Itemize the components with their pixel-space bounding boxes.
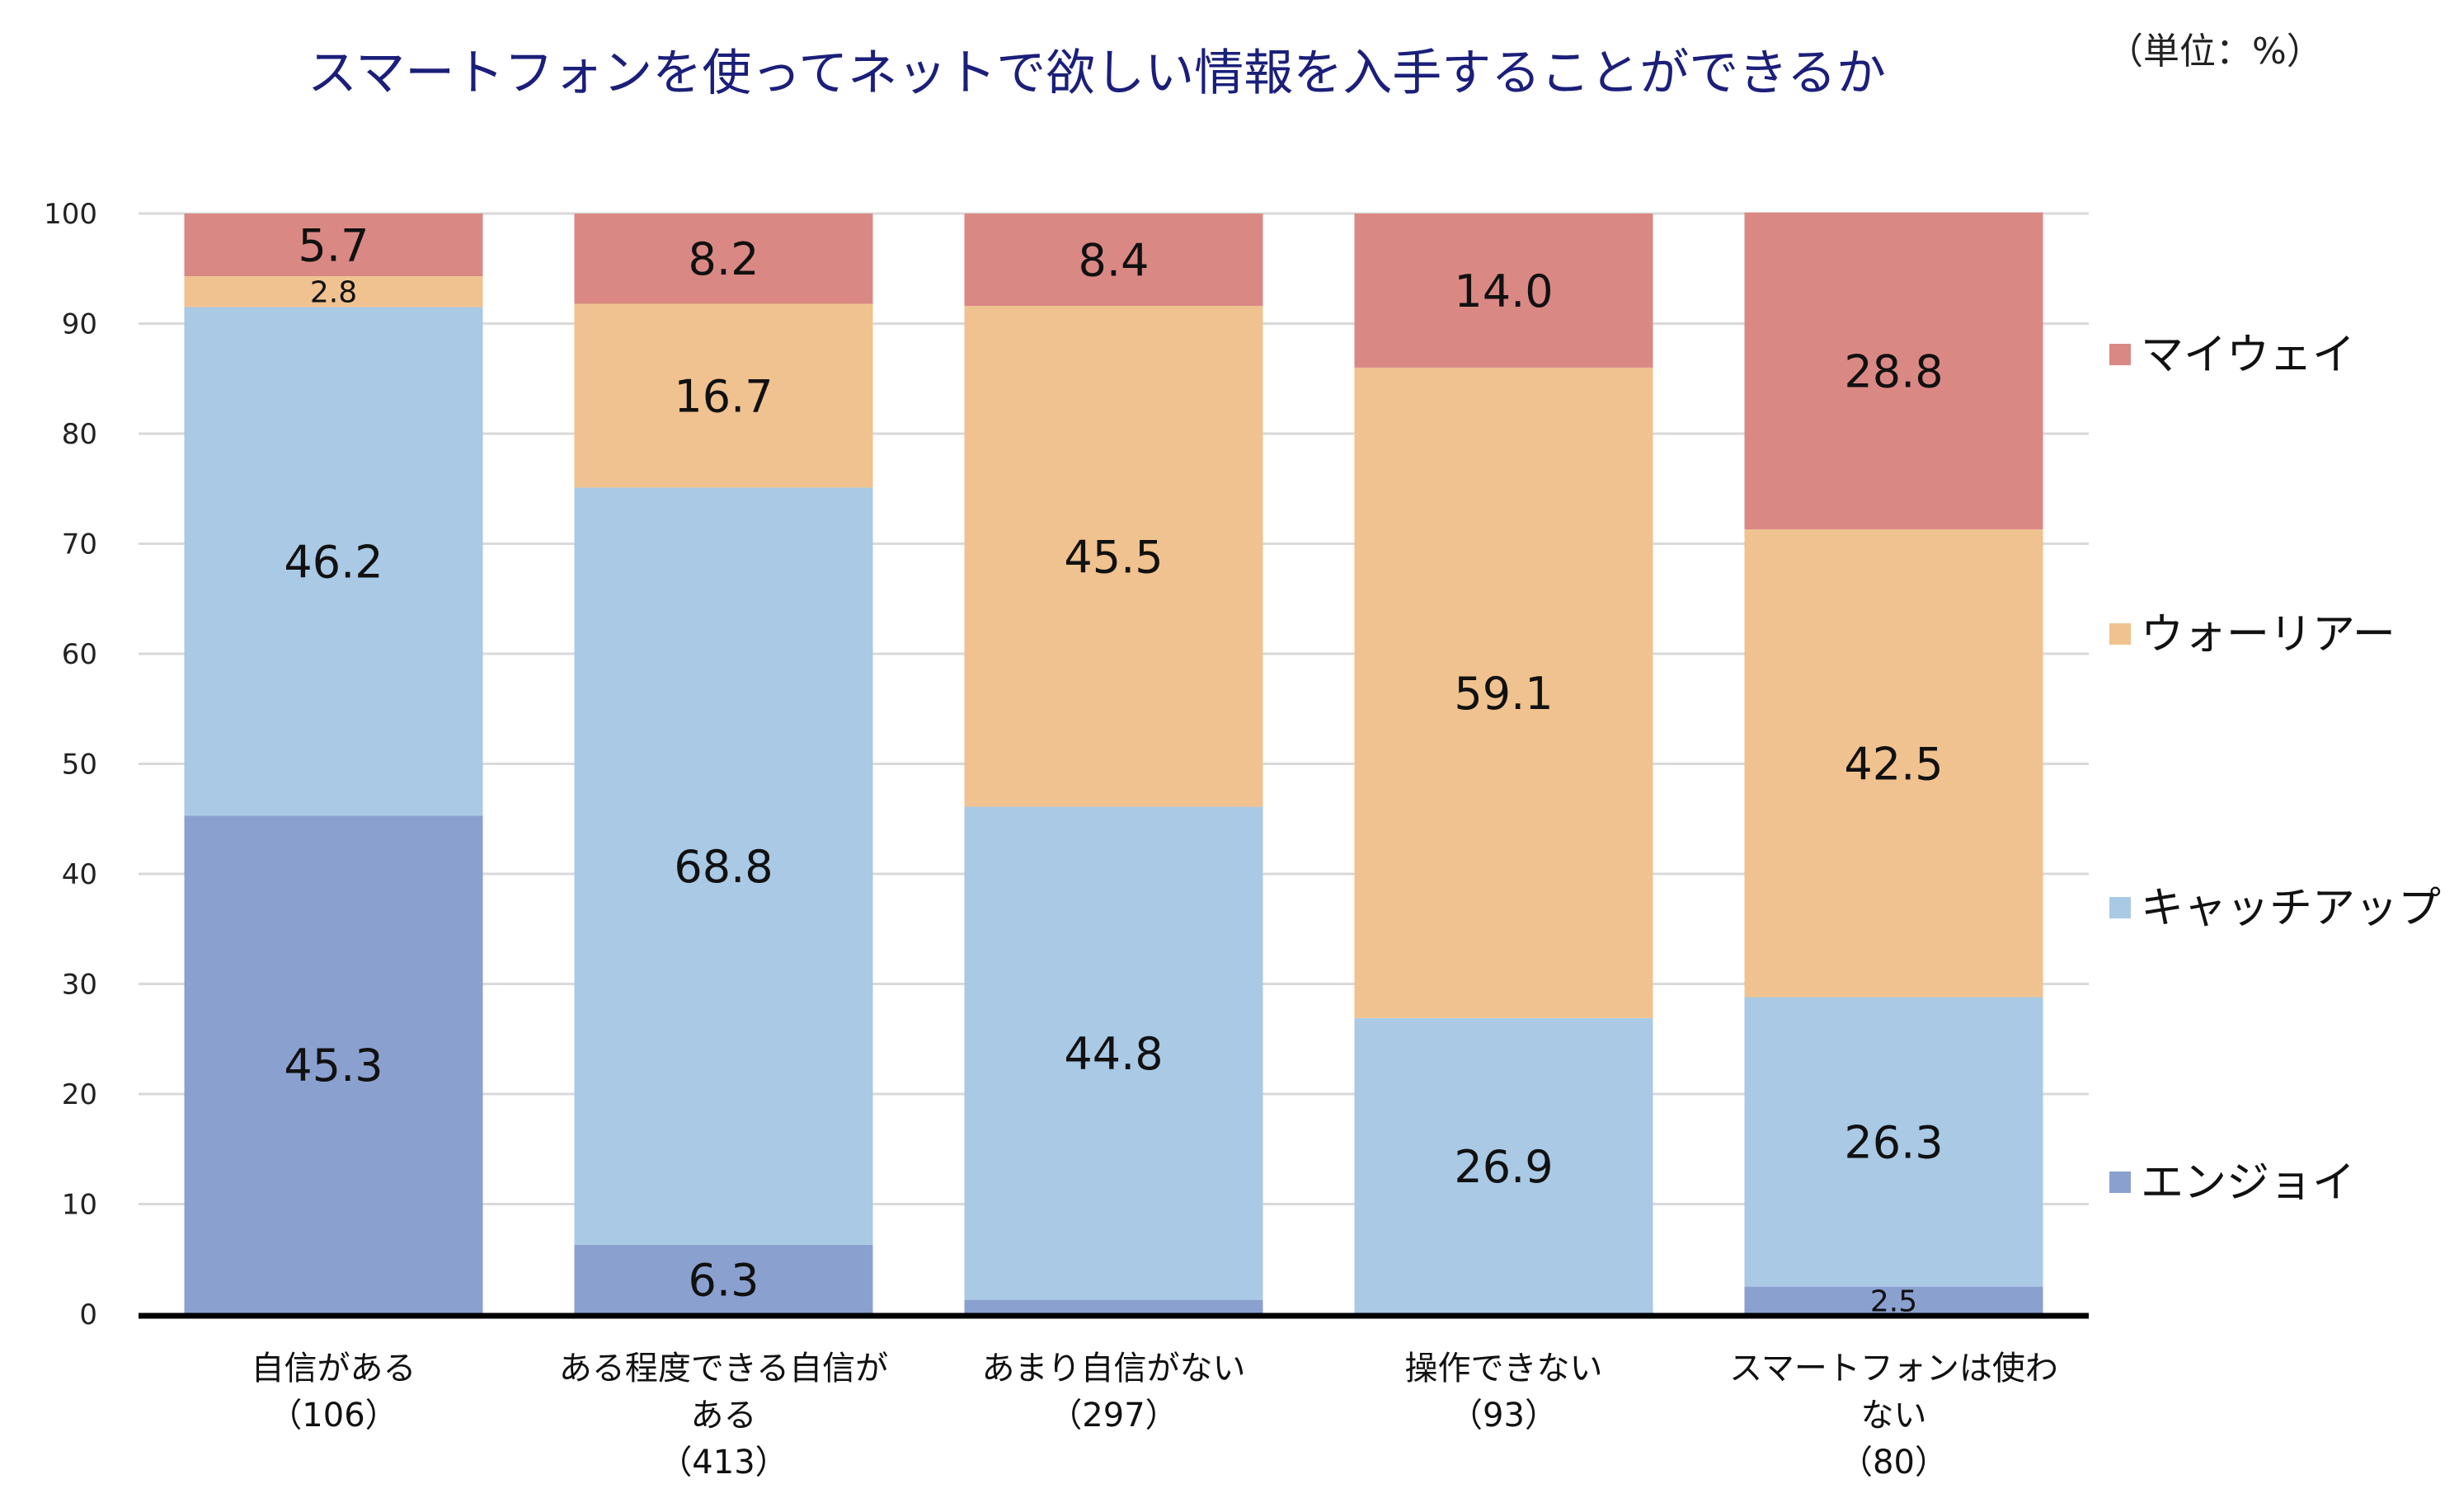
- bar-segment: [574, 1244, 873, 1314]
- x-category-label: （106）: [269, 1397, 397, 1435]
- legend-label: キャッチアップ: [2141, 884, 2441, 933]
- data-label: 28.8: [1844, 345, 1943, 397]
- x-category-label: （80）: [1840, 1444, 1948, 1481]
- bar-segment: [1744, 997, 2043, 1287]
- x-category-label: ある: [691, 1397, 757, 1435]
- legend-label: エンジョイ: [2141, 1158, 2355, 1208]
- legend-marker: [2109, 897, 2131, 918]
- bar-segment: [574, 487, 873, 1245]
- y-tick-label: 60: [62, 638, 97, 671]
- y-tick-label: 20: [62, 1078, 97, 1111]
- bar-segment: [184, 307, 483, 816]
- y-tick-label: 70: [62, 528, 97, 561]
- y-tick-label: 30: [62, 969, 97, 1002]
- data-label: 26.9: [1454, 1141, 1553, 1193]
- x-category-label: （297）: [1049, 1397, 1178, 1435]
- bar-segment: [1354, 367, 1653, 1018]
- bar-segment: [964, 1299, 1263, 1314]
- x-category-label: スマートフォンは使わ: [1729, 1350, 2058, 1388]
- data-label: 44.8: [1064, 1028, 1163, 1080]
- bar-segment: [964, 306, 1263, 807]
- unit-label: （単位：%）: [2107, 31, 2323, 73]
- y-tick-label: 80: [62, 418, 97, 451]
- x-category-label: 操作できない: [1405, 1350, 1603, 1388]
- x-category-label: ない: [1861, 1397, 1927, 1435]
- data-label: 26.3: [1844, 1117, 1943, 1169]
- x-category-label: あまり自信がない: [982, 1350, 1246, 1388]
- data-label: 68.8: [674, 841, 773, 893]
- bar-segment: [1354, 214, 1653, 368]
- data-label: 46.2: [284, 536, 383, 588]
- data-label: 6.3: [689, 1254, 759, 1306]
- legend-label: ウォーリアー: [2141, 610, 2396, 660]
- bar-segment: [1354, 1017, 1653, 1314]
- bar-segment: [964, 214, 1263, 307]
- data-label: 2.5: [1870, 1284, 1917, 1318]
- data-label: 42.5: [1844, 738, 1943, 790]
- bar-segment: [964, 806, 1263, 1300]
- data-label: 8.2: [689, 233, 759, 285]
- legend-marker: [2109, 344, 2131, 365]
- data-label: 8.4: [1079, 235, 1150, 287]
- bar-segment: [1744, 1286, 2043, 1314]
- legend-marker: [2109, 1172, 2131, 1193]
- x-category-label: 自信がある: [252, 1350, 416, 1388]
- x-category-label: （93）: [1450, 1397, 1558, 1435]
- y-tick-label: 0: [79, 1298, 97, 1331]
- y-tick-label: 100: [44, 198, 97, 231]
- bar-segment: [184, 276, 483, 308]
- legend-label: マイウェイ: [2141, 331, 2355, 380]
- chart-title: スマートフォンを使ってネットで欲しい情報を入手することができるか: [308, 45, 1886, 102]
- bar-segment: [574, 214, 873, 304]
- y-tick-label: 50: [62, 749, 97, 782]
- data-label: 16.7: [674, 370, 773, 422]
- legend-marker: [2109, 623, 2131, 645]
- data-label: 45.5: [1064, 531, 1163, 583]
- bar-segment: [1744, 212, 2043, 530]
- data-label: 14.0: [1454, 265, 1553, 317]
- data-label: 45.3: [284, 1040, 383, 1092]
- bar-segment: [1744, 529, 2043, 998]
- data-label: 59.1: [1454, 668, 1553, 720]
- y-tick-label: 90: [62, 308, 97, 341]
- bar-segment: [184, 815, 483, 1314]
- bar-segment: [184, 214, 483, 277]
- y-tick-label: 40: [62, 858, 97, 891]
- x-category-label: （413）: [659, 1444, 788, 1481]
- x-category-label: ある程度できる自信が: [559, 1350, 888, 1388]
- data-label: 2.8: [310, 276, 357, 310]
- y-tick-label: 10: [62, 1189, 97, 1222]
- bar-segment: [574, 303, 873, 488]
- data-label: 5.7: [299, 219, 369, 271]
